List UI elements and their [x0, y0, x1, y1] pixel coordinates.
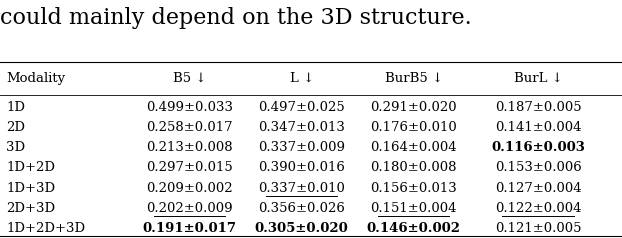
Text: 0.297±0.015: 0.297±0.015 — [146, 161, 233, 174]
Text: 0.151±0.004: 0.151±0.004 — [370, 202, 457, 215]
Text: 1D: 1D — [6, 101, 26, 114]
Text: 0.497±0.025: 0.497±0.025 — [258, 101, 345, 114]
Text: B5 ↓: B5 ↓ — [173, 72, 207, 85]
Text: 1D+2D+3D: 1D+2D+3D — [6, 222, 85, 235]
Text: 0.141±0.004: 0.141±0.004 — [494, 121, 582, 134]
Text: 2D+3D: 2D+3D — [6, 202, 55, 215]
Text: 0.390±0.016: 0.390±0.016 — [258, 161, 345, 174]
Text: 0.180±0.008: 0.180±0.008 — [370, 161, 457, 174]
Text: 0.187±0.005: 0.187±0.005 — [494, 101, 582, 114]
Text: 0.127±0.004: 0.127±0.004 — [494, 182, 582, 194]
Text: 0.305±0.020: 0.305±0.020 — [255, 222, 348, 235]
Text: 0.156±0.013: 0.156±0.013 — [370, 182, 457, 194]
Text: 0.258±0.017: 0.258±0.017 — [146, 121, 233, 134]
Text: 0.213±0.008: 0.213±0.008 — [146, 141, 233, 154]
Text: 0.356±0.026: 0.356±0.026 — [258, 202, 345, 215]
Text: 0.337±0.009: 0.337±0.009 — [258, 141, 345, 154]
Text: 0.209±0.002: 0.209±0.002 — [146, 182, 233, 194]
Text: 0.176±0.010: 0.176±0.010 — [370, 121, 457, 134]
Text: 1D+3D: 1D+3D — [6, 182, 55, 194]
Text: 2D: 2D — [6, 121, 26, 134]
Text: L ↓: L ↓ — [290, 72, 313, 85]
Text: 0.146±0.002: 0.146±0.002 — [366, 222, 461, 235]
Text: 1D+2D: 1D+2D — [6, 161, 55, 174]
Text: 0.337±0.010: 0.337±0.010 — [258, 182, 345, 194]
Text: BurB5 ↓: BurB5 ↓ — [384, 72, 443, 85]
Text: 0.291±0.020: 0.291±0.020 — [370, 101, 457, 114]
Text: Modality: Modality — [6, 72, 65, 85]
Text: 0.202±0.009: 0.202±0.009 — [146, 202, 233, 215]
Text: 3D: 3D — [6, 141, 26, 154]
Text: 0.122±0.004: 0.122±0.004 — [494, 202, 582, 215]
Text: 0.116±0.003: 0.116±0.003 — [491, 141, 585, 154]
Text: 0.164±0.004: 0.164±0.004 — [370, 141, 457, 154]
Text: 0.121±0.005: 0.121±0.005 — [494, 222, 582, 235]
Text: 0.191±0.017: 0.191±0.017 — [142, 222, 237, 235]
Text: 0.153±0.006: 0.153±0.006 — [494, 161, 582, 174]
Text: could mainly depend on the 3D structure.: could mainly depend on the 3D structure. — [0, 7, 471, 29]
Text: 0.347±0.013: 0.347±0.013 — [258, 121, 345, 134]
Text: BurL ↓: BurL ↓ — [514, 72, 562, 85]
Text: 0.499±0.033: 0.499±0.033 — [146, 101, 233, 114]
